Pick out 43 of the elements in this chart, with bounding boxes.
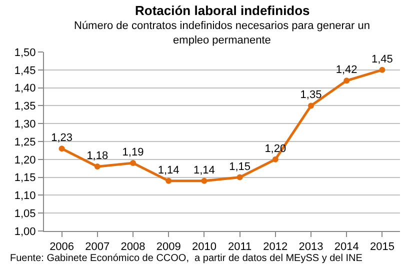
y-tick-label: 1,05 [14,208,36,220]
y-tick-label: 1,50 [14,46,36,59]
x-tick-label: 2009 [156,241,181,254]
x-tick-label: 2007 [85,241,110,254]
x-tick-label: 2008 [120,241,146,254]
x-tick-label: 2011 [228,241,252,254]
chart-title: Rotación laboral indefinidos [135,3,310,18]
source-note: Fuente: Gabinete Económico de CCOO, a partir de datos del MEySS y del INE [10,253,363,264]
y-tick-label: 1,10 [14,190,36,202]
data-label: 1,23 [51,132,73,144]
point [272,156,278,162]
y-tick-label: 1,25 [14,136,36,148]
y-tick-label: 1,00 [14,226,36,238]
data-label: 1,14 [158,164,180,176]
x-tick-label: 2006 [50,241,74,254]
y-tick-label: 1,20 [14,154,36,166]
data-label: 1,19 [122,146,144,158]
x-tick-label: 2010 [192,241,216,254]
data-label: 1,14 [193,164,215,176]
x-tick-label: 2014 [334,241,359,254]
y-tick-label: 1,30 [14,118,36,130]
x-tick-label: 2012 [263,241,288,254]
point [130,160,136,166]
point [201,178,208,184]
data-label: 1,42 [336,64,358,76]
data-label: 1,35 [300,89,322,102]
point [344,78,350,84]
point [236,174,243,180]
point [94,164,100,170]
y-tick-label: 1,15 [14,172,36,184]
y-tick-label: 1,40 [14,82,36,95]
point [58,146,65,152]
y-tick-label: 1,45 [14,64,36,77]
x-tick-label: 2015 [370,241,394,254]
point [308,102,314,109]
data-label: 1,18 [86,150,108,162]
point [379,66,386,73]
data-label: 1,45 [371,53,393,66]
data-label: 1,15 [229,160,251,173]
y-tick-label: 1,35 [14,100,36,113]
chart-subtitle: Número de contratos indefinidos necesarios para generar un empleo permanente [74,20,370,46]
x-tick-label: 2013 [298,241,324,254]
point [166,178,172,184]
